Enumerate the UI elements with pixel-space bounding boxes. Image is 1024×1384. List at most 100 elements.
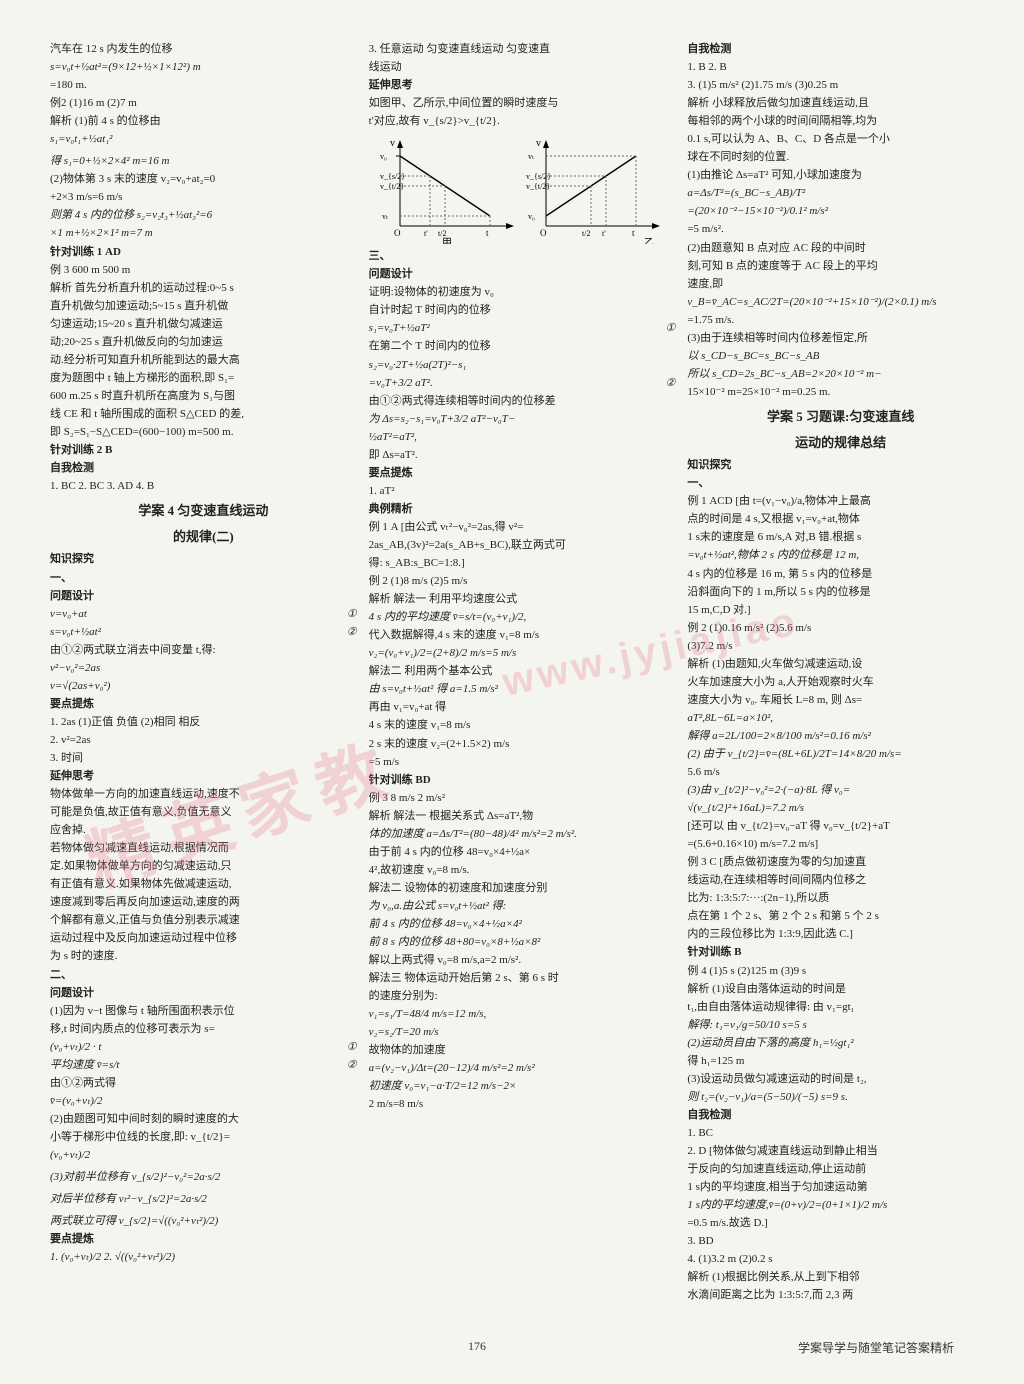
text-line: 火车加速度大小为 a,人开始观察时火车 bbox=[687, 674, 994, 691]
formula: 则第 4 s 内的位移 s₂=v₂t₃+½at₃²=6 bbox=[50, 207, 357, 224]
svg-text:v_{s/2}: v_{s/2} bbox=[526, 172, 551, 181]
text-line: 1. 2as (1)正值 负值 (2)相同 相反 bbox=[50, 714, 357, 731]
svg-text:t/2: t/2 bbox=[582, 229, 590, 238]
svg-text:v_{t/2}: v_{t/2} bbox=[380, 182, 404, 191]
page-footer: 176 学案导学与随堂笔记答案精析 bbox=[0, 1339, 1024, 1354]
text-line: 再由 v₁=v₀+at 得 bbox=[369, 699, 676, 716]
heading: 问题设计 bbox=[369, 266, 676, 283]
text-line: =5 m/s². bbox=[687, 221, 994, 238]
text-line: 0.1 s,可以认为 A、B、C、D 各点是一个小 bbox=[687, 131, 994, 148]
text-line: 沿斜面向下的 1 m,所以 5 s 内的位移是 bbox=[687, 584, 994, 601]
text-line: 4 s 末的速度 v₁=8 m/s bbox=[369, 717, 676, 734]
formula: √(v_{t/2}²+16aL)=7.2 m/s bbox=[687, 800, 994, 817]
formula: v₂=(v₀+v₁)/2=(2+8)/2 m/s=5 m/s bbox=[369, 645, 676, 662]
text-line: 若物体做匀减速直线运动,根据情况而 bbox=[50, 840, 357, 857]
footer-right-text: 学案导学与随堂笔记答案精析 bbox=[798, 1339, 954, 1356]
svg-text:v: v bbox=[536, 138, 541, 149]
text-line: 移,t 时间内质点的位移可表示为 s= bbox=[50, 1021, 357, 1038]
text-line: 4 s 内的位移是 16 m, 第 5 s 内的位移是 bbox=[687, 566, 994, 583]
text-line: 1 s末的速度是 6 m/s,A 对,B 错.根据 s bbox=[687, 529, 994, 546]
svg-text:t/2: t/2 bbox=[438, 229, 446, 238]
text-line: 自计时起 T 时间内的位移 bbox=[369, 302, 676, 319]
text-line: 解析 (1)设自由落体运动的时间是 bbox=[687, 981, 994, 998]
formula: 所以 s_CD=2s_BC−s_AB=2×20×10⁻² m− bbox=[687, 366, 994, 383]
formula: v₁=s₁/T=48/4 m/s=12 m/s, bbox=[369, 1006, 676, 1023]
section-title: 运动的规律总结 bbox=[687, 433, 994, 453]
text-line: (1)因为 v−t 图像与 t 轴所围面积表示位 bbox=[50, 1003, 357, 1020]
text-line: 解析 (1)根据比例关系,从上到下相邻 bbox=[687, 1269, 994, 1286]
text-line: (3)设运动员做匀减速运动的时间是 t₂, bbox=[687, 1071, 994, 1088]
formula: 初速度 v₀=v₁−a·T/2=12 m/s−2× bbox=[369, 1078, 676, 1095]
text-line: 由①②两式得连续相等时间内的位移差 bbox=[369, 393, 676, 410]
text-line: 解以上两式得 v₀=8 m/s,a=2 m/s². bbox=[369, 952, 676, 969]
svg-text:O: O bbox=[394, 228, 401, 238]
text-line: 5.6 m/s bbox=[687, 764, 994, 781]
svg-text:v₀: v₀ bbox=[528, 212, 535, 221]
formula: (2)运动员自由下落的高度 h₁=½gt₁² bbox=[687, 1035, 994, 1052]
text-line: 刻,可知 B 点的速度等于 AC 段上的平均 bbox=[687, 258, 994, 275]
section-title: 的规律(二) bbox=[50, 527, 357, 547]
text-line: 每相邻的两个小球的时间间隔相等,均为 bbox=[687, 113, 994, 130]
text-line: 解析 小球释放后做匀加速直线运动,且 bbox=[687, 95, 994, 112]
example-label: 例 4 (1)5 s (2)125 m (3)9 s bbox=[687, 963, 994, 980]
text-line: 球在不同时刻的位置. bbox=[687, 149, 994, 166]
heading: 自我检测 bbox=[687, 41, 994, 58]
text-line: 解析 首先分析直升机的运动过程:0~5 s bbox=[50, 280, 357, 297]
text-line: 在第二个 T 时间内的位移 bbox=[369, 338, 676, 355]
text-line: 度为题图中 t 轴上方梯形的面积,即 S₁= bbox=[50, 370, 357, 387]
text-line: =1.75 m/s. bbox=[687, 312, 994, 329]
text-line: (3)7.2 m/s bbox=[687, 638, 994, 655]
formula: s₂=v₀·2T+½a(2T)²−s₁ bbox=[369, 357, 676, 374]
formula: 为 v₀,a.由公式 s=v₀t+½at² 得: bbox=[369, 898, 676, 915]
formula: ×1 m+½×2×1² m=7 m bbox=[50, 225, 357, 242]
section-title: 学案 4 匀变速直线运动 bbox=[50, 501, 357, 521]
eq-num: ① bbox=[347, 1039, 357, 1056]
text-line: 2. v²=2as bbox=[50, 732, 357, 749]
text-line: 有正值有意义.如果物体先做减速运动, bbox=[50, 876, 357, 893]
text-line: 3. (1)5 m/s² (2)1.75 m/s (3)0.25 m bbox=[687, 77, 994, 94]
heading: 二、 bbox=[50, 967, 357, 984]
text-line: 即 Δs=aT². bbox=[369, 447, 676, 464]
text-line: 动;20~25 s 直升机做反向的匀加速运 bbox=[50, 334, 357, 351]
heading: 知识探究 bbox=[687, 457, 994, 474]
text-line: 直升机做匀加速运动;5~15 s 直升机做 bbox=[50, 298, 357, 315]
formula: 对后半位移有 vₜ²−v_{s/2}²=2a·s/2 bbox=[50, 1191, 357, 1208]
text-line: 15×10⁻² m=25×10⁻² m=0.25 m. bbox=[687, 384, 994, 401]
svg-text:v: v bbox=[390, 138, 395, 149]
svg-text:v_{t/2}: v_{t/2} bbox=[526, 182, 550, 191]
text-line: 即 S₂=S₁−S△CED=(600−100) m=500 m. bbox=[50, 424, 357, 441]
text-line: 4²,故初速度 v₀=8 m/s. bbox=[369, 862, 676, 879]
example-label: 例2 (1)16 m (2)7 m bbox=[50, 95, 357, 112]
column-3: 自我检测 1. B 2. B 3. (1)5 m/s² (2)1.75 m/s … bbox=[687, 40, 994, 1305]
text-line: 1. BC bbox=[687, 1125, 994, 1142]
text-line: 解法二 利用两个基本公式 bbox=[369, 663, 676, 680]
svg-text:v₀: v₀ bbox=[380, 152, 387, 161]
text-line: 解析 (1)前 4 s 的位移由 bbox=[50, 113, 357, 130]
text-line: 应舍掉. bbox=[50, 822, 357, 839]
label: 针对训练 B bbox=[687, 944, 994, 961]
text-line: 2as_AB,(3v)²=2a(s_AB+s_BC),联立两式可 bbox=[369, 537, 676, 554]
text-line: 物体做单一方向的加速直线运动,速度不 bbox=[50, 786, 357, 803]
text-line: 速度大小为 v₀. 车厢长 L=8 m, 则 Δs= bbox=[687, 692, 994, 709]
formula: s=v₀t+½at²② bbox=[50, 624, 357, 641]
text-line: 故物体的加速度 bbox=[369, 1042, 676, 1059]
text-line: 代入数据解得,4 s 末的速度 v₁=8 m/s bbox=[369, 627, 676, 644]
text-line: (3)由于连续相等时间内位移差恒定,所 bbox=[687, 330, 994, 347]
eq-num: ② bbox=[347, 624, 357, 641]
text-line: 例 1 ACD [由 t=(v₁−v₀)/a,物体冲上最高 bbox=[687, 493, 994, 510]
example-label: 例 3 8 m/s 2 m/s² bbox=[369, 790, 676, 807]
svg-text:vₜ: vₜ bbox=[382, 212, 388, 221]
svg-text:v_{s/2}: v_{s/2} bbox=[380, 172, 405, 181]
text-line: 个解都有意义,正值与负值分别表示减速 bbox=[50, 912, 357, 929]
text-line: 线运动 bbox=[369, 59, 676, 76]
text-line: t'对应,故有 v_{s/2}>v_{t/2}. bbox=[369, 113, 676, 130]
eq: 平均速度 v̄=s/t bbox=[50, 1059, 119, 1071]
text-line: 15 m,C,D 对.] bbox=[687, 602, 994, 619]
formula: 1. (v₀+vₜ)/2 2. √((v₀²+vₜ²)/2) bbox=[50, 1249, 357, 1266]
formula: (3)对前半位移有 v_{s/2}²−v₀²=2a·s/2 bbox=[50, 1169, 357, 1186]
heading: 自我检测 bbox=[687, 1107, 994, 1124]
formula: 平均速度 v̄=s/t② bbox=[50, 1057, 357, 1074]
text-line: =0.5 m/s.故选 D.] bbox=[687, 1215, 994, 1232]
text-line: 1 s内的平均速度,相当于匀加速运动第 bbox=[687, 1179, 994, 1196]
text-line: 600 m.25 s 时直升机所在高度为 S₁与图 bbox=[50, 388, 357, 405]
